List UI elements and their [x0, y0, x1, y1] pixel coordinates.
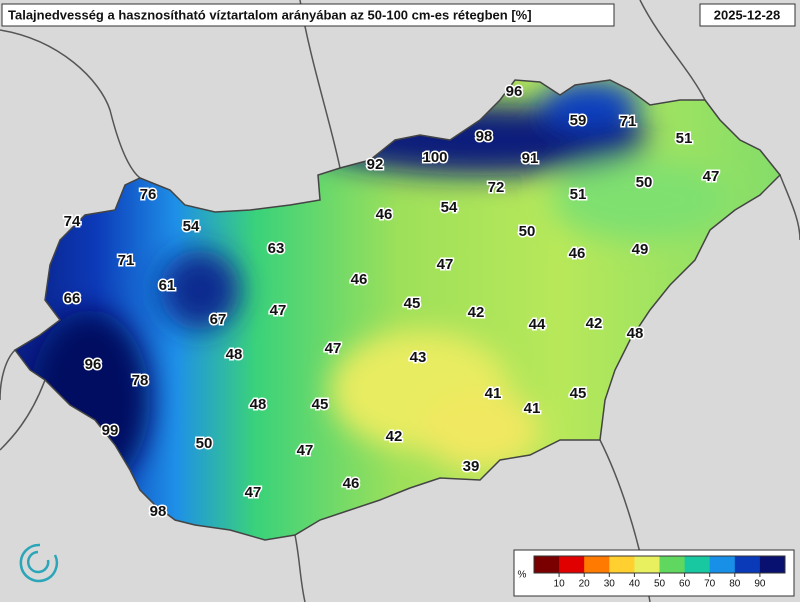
- station-value: 41: [524, 400, 541, 417]
- station-value: 61: [159, 277, 176, 294]
- colorbar-tick-label: 80: [729, 579, 741, 590]
- colorbar-segment: [609, 556, 635, 573]
- colorbar-tick-label: 60: [679, 579, 691, 590]
- station-value: 51: [570, 186, 587, 203]
- station-value: 63: [268, 240, 285, 257]
- title: Talajnedvesség a hasznosítható víztartal…: [8, 7, 532, 22]
- logo: [19, 543, 59, 583]
- legend-unit: %: [518, 570, 527, 581]
- station-value: 47: [325, 340, 342, 357]
- station-value: 96: [506, 83, 523, 100]
- station-value: 74: [64, 213, 81, 230]
- station-value: 47: [245, 484, 262, 501]
- station-value: 54: [441, 199, 458, 216]
- station-value: 49: [632, 241, 649, 258]
- colorbar-segment: [584, 556, 610, 573]
- colorbar-segment: [759, 556, 786, 573]
- station-value: 50: [636, 174, 653, 191]
- colorbar-tick-label: 20: [579, 579, 591, 590]
- colorbar-tick-label: 30: [604, 579, 616, 590]
- station-value: 100: [422, 149, 447, 166]
- station-value: 41: [485, 385, 502, 402]
- title-box: [1, 3, 615, 27]
- station-value: 45: [312, 396, 329, 413]
- station-value: 46: [343, 475, 360, 492]
- station-value: 50: [519, 223, 536, 240]
- station-value: 44: [529, 316, 546, 333]
- station-value: 45: [404, 295, 421, 312]
- colorbar-tick-label: 70: [704, 579, 716, 590]
- station-value: 76: [140, 186, 157, 203]
- colorbar-tick-label: 90: [754, 579, 766, 590]
- station-value: 48: [250, 396, 267, 413]
- colorbar-segment: [659, 556, 686, 573]
- colorbar-tick-label: 10: [554, 579, 566, 590]
- station-value: 48: [627, 325, 644, 342]
- station-value: 48: [226, 346, 243, 363]
- station-value: 67: [210, 311, 227, 328]
- stations: 96 59 71 98 51 92 100 91 76 72 51 50 47 74 54 46 54 50 63 7…: [62, 81, 721, 521]
- station-value: 99: [102, 422, 119, 439]
- station-value: 39: [463, 458, 480, 475]
- station-value: 46: [351, 271, 368, 288]
- colorbar-segment: [684, 556, 711, 573]
- station-value: 98: [150, 503, 167, 520]
- date: 2025-12-28: [714, 7, 781, 22]
- station-value: 50: [196, 435, 213, 452]
- colorbar-segment: [534, 556, 560, 573]
- station-value: 45: [570, 385, 587, 402]
- station-value: 71: [118, 252, 135, 269]
- colorbar-segment: [709, 556, 736, 573]
- station-value: 54: [183, 218, 200, 235]
- station-value: 78: [132, 372, 149, 389]
- station-value: 47: [270, 302, 287, 319]
- station-value: 72: [488, 179, 505, 196]
- station-value: 42: [468, 304, 485, 321]
- station-value: 51: [676, 130, 693, 147]
- colorbar-tick-label: 50: [654, 579, 666, 590]
- station-value: 47: [437, 256, 454, 273]
- station-value: 47: [297, 442, 314, 459]
- station-value: 43: [410, 349, 427, 366]
- station-value: 46: [376, 206, 393, 223]
- station-value: 59: [570, 112, 587, 129]
- station-value: 42: [386, 428, 403, 445]
- station-value: 98: [476, 128, 493, 145]
- station-value: 91: [522, 150, 539, 167]
- colorbar-segment: [734, 556, 761, 573]
- station-value: 71: [620, 113, 637, 130]
- station-value: 42: [586, 315, 603, 332]
- station-value: 47: [703, 168, 720, 185]
- station-value: 92: [367, 156, 384, 173]
- station-value: 96: [85, 356, 102, 373]
- colorbar-segment: [559, 556, 585, 573]
- date-box: [699, 3, 796, 27]
- colorbar-segment: [634, 556, 660, 573]
- station-value: 46: [569, 245, 586, 262]
- station-value: 66: [64, 290, 81, 307]
- colorbar-tick-label: 40: [629, 579, 641, 590]
- legend: 10 20 30 40 50 60 70 80 90: [533, 555, 786, 590]
